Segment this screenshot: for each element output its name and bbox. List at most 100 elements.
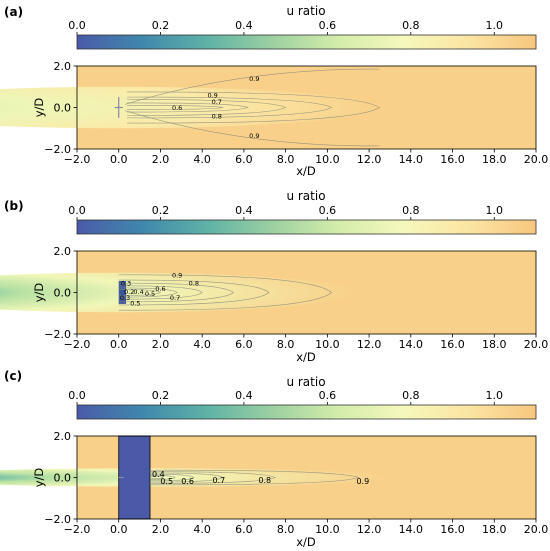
contour-line bbox=[127, 91, 381, 124]
y-axis-label: y/D bbox=[32, 283, 46, 303]
x-tick-label: 16.0 bbox=[440, 523, 465, 536]
contour-label: 0.6 bbox=[155, 285, 165, 293]
contour-labels: 0.90.90.70.60.80.9 bbox=[172, 75, 260, 140]
wake-field bbox=[0, 272, 359, 313]
contour-label: 0.8 bbox=[189, 280, 199, 288]
x-ticks: −2.0 0.0 2.0 4.0 6.0 8.0 10.0 12.0 14.0 16.0 18.0 2… bbox=[64, 334, 548, 351]
panel-a: (a) u ratio 0.0 0.2 0.4 0.6 0.8 1.0 0.90.90.7… bbox=[0, 4, 548, 178]
x-tick-label: 6.0 bbox=[235, 523, 253, 536]
y-tick-label: 0.0 bbox=[54, 287, 72, 300]
x-tick-label: 10.0 bbox=[315, 338, 340, 351]
contour-label: 0.7 bbox=[170, 294, 180, 302]
contour-label: 0.8 bbox=[212, 112, 222, 120]
contour-line bbox=[150, 473, 195, 482]
colorbar-ticks: 0.0 0.2 0.4 0.6 0.8 1.0 bbox=[68, 389, 503, 405]
y-tick-label: −2.0 bbox=[44, 143, 71, 156]
x-tick-label: 14.0 bbox=[399, 338, 424, 351]
contour-label: 0.4 bbox=[152, 470, 165, 479]
colorbar-title: u ratio bbox=[286, 4, 325, 18]
x-tick-label: 18.0 bbox=[482, 338, 507, 351]
contour-label: 0.9 bbox=[172, 271, 182, 279]
contour-label: 0.5 bbox=[160, 477, 173, 486]
y-axis-label: y/D bbox=[32, 468, 46, 488]
contour-line bbox=[118, 274, 332, 311]
x-tick-label: 2.0 bbox=[152, 338, 170, 351]
y-tick-label: −2.0 bbox=[44, 328, 71, 341]
contour-line bbox=[127, 105, 224, 110]
contour-labels: 0.40.5 0.6 0.7 0.8 0.9 bbox=[152, 470, 369, 486]
panel-label: (b) bbox=[4, 199, 24, 213]
y-ticks: −2.0 0.0 2.0 bbox=[44, 430, 77, 526]
x-tick-label: 16.0 bbox=[440, 153, 465, 166]
panel-c: (c) u ratio 0.0 0.2 0.4 0.6 0.8 1.0 0.40.5 0.6… bbox=[0, 369, 548, 549]
colorbar-tick-label: 0.8 bbox=[402, 389, 420, 402]
colorbar-tick-label: 0.8 bbox=[402, 204, 420, 217]
contour-lines bbox=[124, 68, 381, 147]
x-tick-label: 10.0 bbox=[315, 523, 340, 536]
y-tick-label: 0.0 bbox=[54, 472, 72, 485]
colorbar-tick-label: 1.0 bbox=[486, 19, 504, 32]
panel-label: (c) bbox=[4, 369, 22, 383]
colorbar-tick-label: 0.6 bbox=[319, 204, 337, 217]
contour-label: 0.2 bbox=[124, 288, 134, 296]
panel-b: (b) u ratio 0.0 0.2 0.4 0.6 0.8 1.0 0.90.80.6… bbox=[0, 189, 548, 364]
contour-line bbox=[150, 475, 176, 480]
y-tick-label: 2.0 bbox=[54, 60, 72, 73]
x-axis-label: x/D bbox=[296, 535, 316, 549]
x-tick-label: 0.0 bbox=[110, 153, 128, 166]
contour-line bbox=[127, 96, 333, 119]
colorbar-tick-label: 0.8 bbox=[402, 19, 420, 32]
panel-label: (a) bbox=[4, 5, 23, 19]
colorbar-tick-label: 0.4 bbox=[235, 389, 253, 402]
contour-label: 0.9 bbox=[249, 75, 259, 83]
x-tick-label: 20.0 bbox=[524, 523, 549, 536]
contour-lines bbox=[118, 274, 332, 311]
contour-label: 0.9 bbox=[356, 477, 369, 486]
contour-label: 0.9 bbox=[249, 132, 259, 140]
contour-line bbox=[118, 289, 161, 296]
colorbar-tick-label: 0.0 bbox=[68, 19, 86, 32]
x-axis-label: x/D bbox=[296, 164, 316, 178]
colorbar-tick-label: 0.0 bbox=[68, 204, 86, 217]
contour-label: 0.9 bbox=[207, 92, 217, 100]
x-tick-label: −2.0 bbox=[64, 338, 91, 351]
contour-line bbox=[150, 475, 163, 480]
wake-field bbox=[0, 435, 390, 520]
contour-label: 0.5 bbox=[145, 290, 155, 298]
x-axis-label: x/D bbox=[296, 350, 316, 364]
x-tick-label: 6.0 bbox=[235, 153, 253, 166]
contour-line bbox=[127, 99, 287, 116]
x-tick-label: −2.0 bbox=[64, 523, 91, 536]
x-tick-label: −2.0 bbox=[64, 153, 91, 166]
contour-label: 0.3 bbox=[121, 280, 131, 288]
x-tick-label: 8.0 bbox=[277, 338, 295, 351]
contour-label: 0.5 bbox=[130, 299, 140, 307]
colorbar-tick-label: 1.0 bbox=[486, 389, 504, 402]
contour-label: 0.7 bbox=[212, 98, 222, 106]
contour-line bbox=[150, 469, 360, 486]
colorbar-title: u ratio bbox=[286, 189, 325, 203]
x-tick-label: 2.0 bbox=[152, 523, 170, 536]
x-tick-label: 0.0 bbox=[110, 338, 128, 351]
x-tick-label: 2.0 bbox=[152, 153, 170, 166]
colorbar-ticks: 0.0 0.2 0.4 0.6 0.8 1.0 bbox=[68, 204, 503, 220]
contour-line bbox=[150, 471, 276, 484]
x-tick-label: 20.0 bbox=[524, 153, 549, 166]
contour-label: 0.7 bbox=[213, 476, 226, 485]
colorbar-ticks: 0.0 0.2 0.4 0.6 0.8 1.0 bbox=[68, 19, 503, 35]
colorbar-tick-label: 1.0 bbox=[486, 204, 504, 217]
colorbar-tick-label: 0.6 bbox=[319, 389, 337, 402]
contour-line bbox=[118, 285, 203, 300]
x-tick-label: 10.0 bbox=[315, 153, 340, 166]
wake-region bbox=[0, 272, 359, 313]
contour-line bbox=[150, 472, 224, 483]
colorbar-tick-label: 0.0 bbox=[68, 389, 86, 402]
x-ticks: −2.0 0.0 2.0 4.0 6.0 8.0 10.0 12.0 14.0 16.0 18.0 2… bbox=[64, 149, 549, 166]
rotor-core bbox=[118, 281, 127, 304]
contour-line bbox=[127, 102, 249, 113]
x-tick-label: 4.0 bbox=[193, 338, 211, 351]
wake-field bbox=[0, 86, 380, 129]
wake-region bbox=[0, 86, 380, 129]
contour-line bbox=[118, 282, 234, 303]
